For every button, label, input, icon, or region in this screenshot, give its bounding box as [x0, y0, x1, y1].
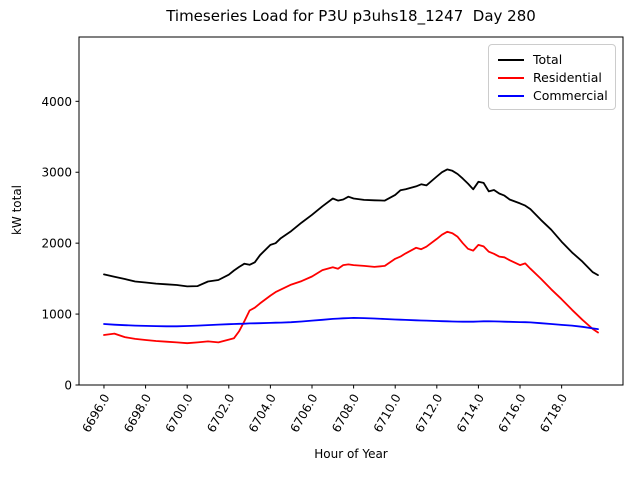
x-tick-label: 6700.0 [163, 392, 196, 435]
x-tick-label: 6714.0 [454, 391, 487, 434]
x-tick-label: 6710.0 [371, 392, 404, 435]
legend-label-residential: Residential [533, 70, 602, 85]
y-tick-label: 1000 [41, 308, 72, 322]
axes-frame [78, 36, 624, 386]
legend-entry-residential: Residential [498, 69, 606, 87]
legend-entry-commercial: Commercial [498, 87, 608, 105]
y-axis-ticks: 0 1000 2000 3000 4000 [41, 95, 79, 393]
x-tick-label: 6706.0 [287, 392, 320, 435]
series-lines [103, 168, 599, 345]
legend-entry-total: Total [498, 51, 606, 69]
x-tick-label: 6716.0 [495, 392, 528, 435]
y-axis-label: kW total [10, 184, 24, 236]
y-tick-label: 4000 [41, 95, 72, 109]
x-tick-label: 6698.0 [121, 392, 154, 435]
y-tick-label: 2000 [41, 237, 72, 251]
x-tick-label: 6702.0 [204, 392, 237, 435]
x-tick-label: 6708.0 [329, 392, 362, 435]
y-tick-label: 3000 [41, 166, 72, 180]
x-tick-label: 6696.0 [79, 392, 112, 435]
legend-line-commercial-icon [498, 95, 524, 97]
legend-line-residential-icon [498, 77, 524, 79]
x-axis-label: Hour of Year [314, 447, 388, 461]
chart-title: Timeseries Load for P3U p3uhs18_1247 Day… [166, 7, 536, 25]
x-tick-label: 6704.0 [246, 392, 279, 435]
legend-label-commercial: Commercial [533, 88, 608, 103]
series-line-residential [103, 230, 599, 345]
series-line-total [103, 168, 599, 288]
legend: Total Residential Commercial [488, 44, 616, 110]
x-axis-ticks: 6696.0 6698.0 6700.0 6702.0 6704.0 6706.0 6708… [79, 385, 570, 435]
x-tick-label: 6718.0 [537, 392, 570, 435]
legend-label-total: Total [533, 52, 563, 67]
y-tick-label: 0 [64, 379, 72, 393]
x-tick-label: 6712.0 [412, 392, 445, 435]
legend-line-total-icon [498, 59, 524, 61]
series-line-commercial [103, 316, 599, 331]
